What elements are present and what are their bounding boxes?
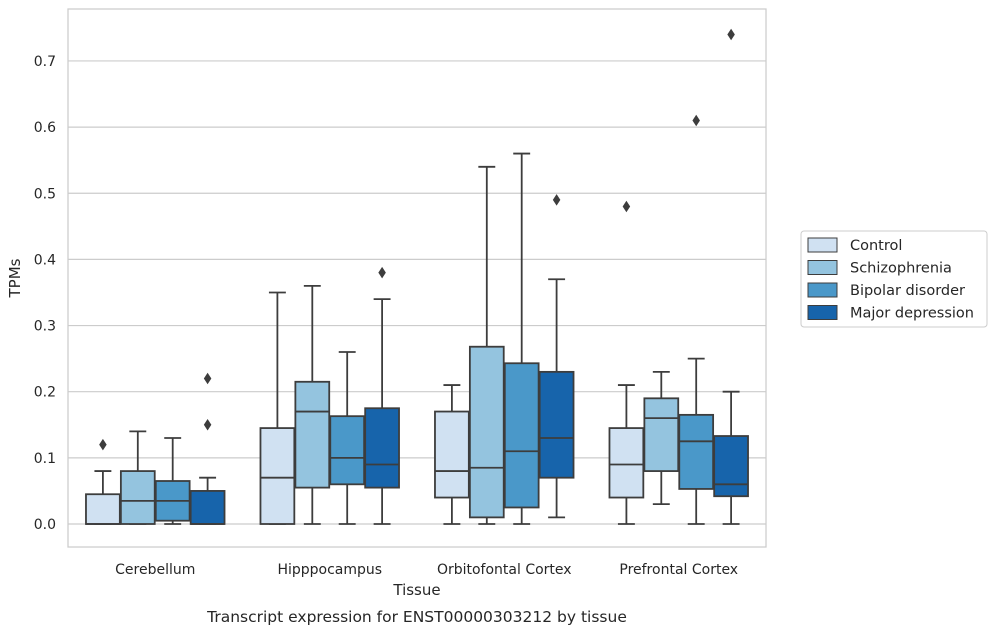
x-tick-label: Cerebellum: [115, 562, 195, 578]
legend-items: Control Schizophrenia Bipolar disorder Majo…: [807, 237, 974, 322]
outlier-point: [622, 200, 631, 213]
x-tick-labels: Cerebellum Hipppocampus Orbitofontal Corte…: [115, 562, 738, 578]
box-item: [678, 114, 715, 525]
box-body: [713, 435, 749, 498]
outlier-point: [552, 194, 561, 206]
box-body: [364, 407, 400, 489]
category-group: [434, 152, 575, 525]
outlier-point: [203, 419, 212, 431]
y-tick-label: 0.0: [34, 517, 56, 533]
x-axis-label: Tissue: [392, 581, 440, 599]
legend-swatch: [807, 237, 838, 253]
x-tick-label: Orbitofontal Cortex: [437, 562, 572, 578]
legend-item: Major depression: [807, 305, 974, 322]
box-body: [434, 410, 470, 499]
box-item: [154, 437, 191, 525]
legend-item: Control: [807, 237, 902, 254]
box-body: [503, 362, 540, 509]
grid-lines: [68, 60, 766, 525]
y-tick-label: 0.2: [34, 385, 56, 401]
box-body: [468, 345, 505, 519]
box-item: [364, 266, 400, 525]
box-item: [85, 438, 121, 525]
box-item: [608, 200, 645, 525]
legend-swatch: [807, 305, 838, 320]
box-body: [189, 490, 226, 525]
box-item: [468, 165, 505, 525]
box-item: [503, 152, 540, 525]
legend-swatch: [807, 260, 838, 275]
box-groups: [85, 28, 749, 525]
outlier-point: [692, 114, 700, 127]
box-item: [713, 28, 749, 525]
y-tick-label: 0.7: [34, 54, 56, 70]
box-body: [329, 415, 366, 486]
legend-frame: [800, 230, 988, 328]
category-group: [608, 28, 749, 525]
legend-item: Bipolar disorder: [807, 282, 965, 299]
legend: Control Schizophrenia Bipolar disorder Majo…: [800, 230, 988, 328]
box-body: [259, 427, 296, 525]
legend-item: Schizophrenia: [807, 260, 952, 277]
box-body: [294, 380, 331, 489]
chart-caption: Transcript expression for ENST0000030321…: [206, 608, 627, 626]
box-item: [259, 291, 296, 525]
box-body: [608, 427, 645, 499]
box-item: [434, 384, 470, 525]
outlier-point: [727, 28, 735, 41]
legend-label: Bipolar disorder: [850, 283, 965, 299]
box-body: [678, 413, 715, 490]
box-body: [85, 493, 121, 525]
legend-swatch: [807, 282, 838, 298]
y-tick-label: 0.6: [34, 120, 56, 136]
y-axis-label: TPMs: [6, 258, 24, 298]
box-body: [119, 470, 156, 525]
category-group: [259, 266, 400, 525]
y-tick-label: 0.3: [34, 319, 56, 335]
x-tick-label: Prefrontal Cortex: [619, 562, 738, 578]
outlier-point: [378, 266, 386, 279]
legend-label: Major depression: [850, 306, 974, 322]
y-tick-label: 0.5: [34, 186, 56, 202]
outlier-point: [203, 372, 212, 385]
y-tick-labels: 0.0 0.1 0.2 0.3 0.4 0.5 0.6 0.7: [34, 54, 56, 533]
legend-label: Control: [850, 238, 902, 254]
box-body: [643, 397, 680, 472]
y-tick-label: 0.4: [34, 252, 56, 268]
box-item: [538, 194, 575, 519]
category-group: [85, 372, 226, 525]
box-item: [643, 370, 680, 506]
plot-frame: [67, 8, 767, 548]
box-item: [119, 430, 156, 525]
box-body: [538, 370, 575, 479]
x-tick-label: Hipppocampus: [277, 562, 382, 578]
box-item: [294, 284, 331, 525]
y-tick-label: 0.1: [34, 451, 56, 467]
legend-label: Schizophrenia: [850, 261, 952, 277]
box-item: [329, 351, 366, 525]
outlier-point: [99, 438, 107, 451]
box-item: [189, 372, 226, 525]
